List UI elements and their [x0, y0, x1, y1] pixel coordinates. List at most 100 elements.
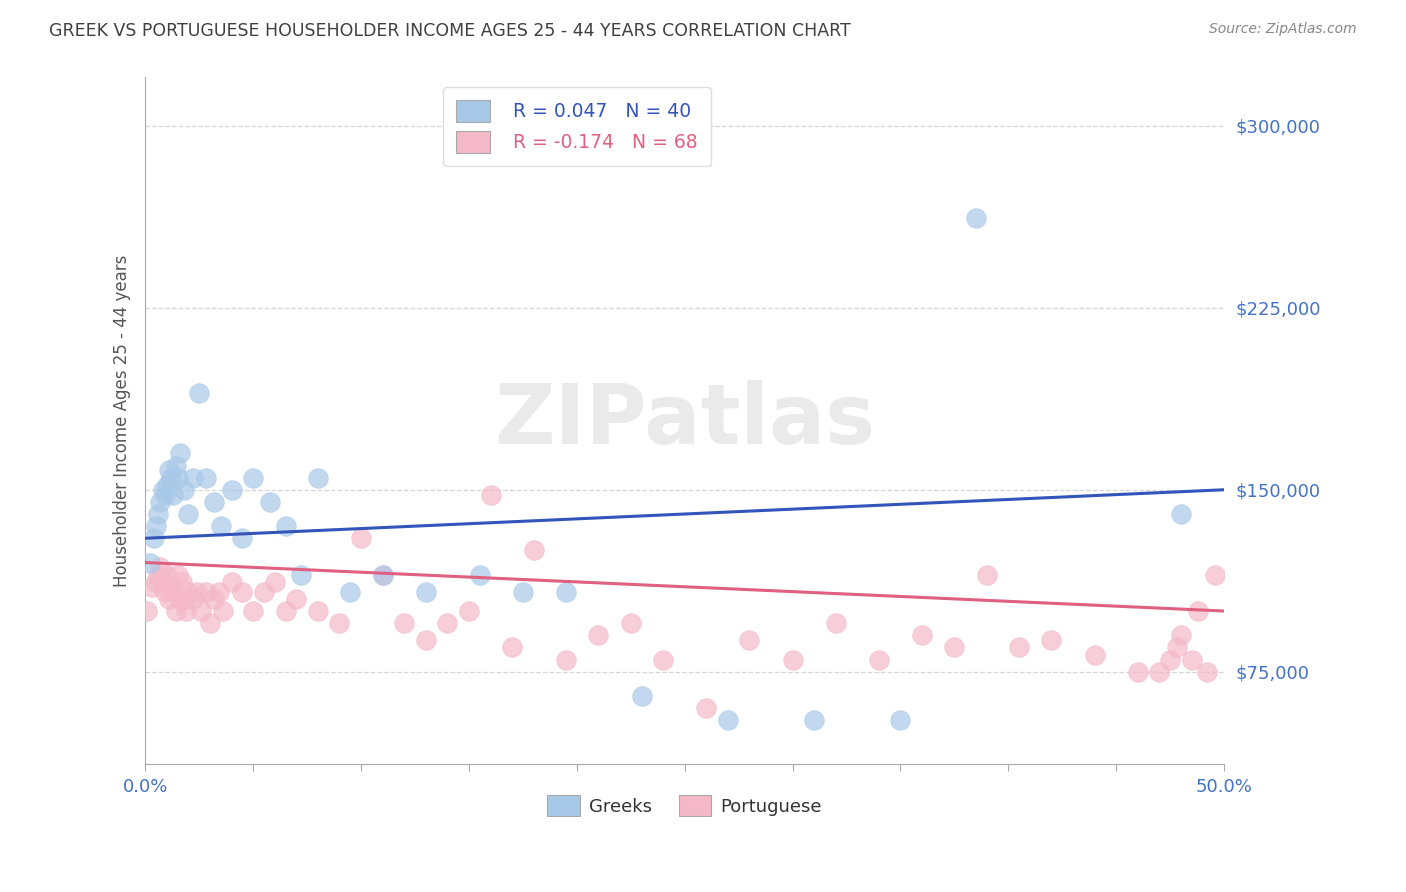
Point: [188, 385, 211, 400]
Point: [1040, 633, 1063, 648]
Point: [149, 495, 172, 509]
Point: [555, 652, 578, 666]
Point: [202, 591, 225, 606]
Point: [186, 584, 208, 599]
Point: [263, 574, 285, 589]
Point: [555, 584, 578, 599]
Point: [177, 507, 200, 521]
Point: [152, 574, 174, 589]
Point: [468, 567, 491, 582]
Point: [803, 713, 825, 727]
Point: [148, 567, 170, 582]
Point: [976, 567, 998, 582]
Point: [157, 463, 180, 477]
Point: [212, 604, 235, 618]
Point: [153, 584, 176, 599]
Point: [307, 604, 329, 618]
Point: [1159, 652, 1181, 666]
Point: [145, 519, 167, 533]
Point: [194, 470, 217, 484]
Point: [141, 580, 163, 594]
Point: [160, 470, 183, 484]
Point: [149, 560, 172, 574]
Point: [198, 616, 221, 631]
Point: [181, 470, 204, 484]
Point: [169, 446, 191, 460]
Point: [153, 487, 176, 501]
Point: [1170, 507, 1192, 521]
Point: [965, 211, 987, 226]
Point: [148, 507, 170, 521]
Text: GREEK VS PORTUGUESE HOUSEHOLDER INCOME AGES 25 - 44 YEARS CORRELATION CHART: GREEK VS PORTUGUESE HOUSEHOLDER INCOME A…: [49, 22, 851, 40]
Point: [911, 628, 934, 642]
Point: [1195, 665, 1218, 679]
Point: [943, 640, 966, 655]
Point: [165, 458, 187, 473]
Y-axis label: Householder Income Ages 25 - 44 years: Householder Income Ages 25 - 44 years: [114, 254, 131, 587]
Point: [588, 628, 610, 642]
Point: [194, 584, 217, 599]
Point: [501, 640, 523, 655]
Point: [160, 580, 183, 594]
Point: [738, 633, 761, 648]
Text: ZIPatlas: ZIPatlas: [494, 380, 875, 461]
Point: [1170, 628, 1192, 642]
Legend: Greeks, Portuguese: Greeks, Portuguese: [540, 789, 830, 823]
Point: [392, 616, 415, 631]
Point: [328, 616, 350, 631]
Point: [242, 470, 264, 484]
Point: [169, 591, 191, 606]
Point: [1149, 665, 1171, 679]
Point: [1166, 640, 1188, 655]
Point: [695, 701, 717, 715]
Point: [652, 652, 675, 666]
Point: [166, 470, 188, 484]
Point: [242, 604, 264, 618]
Point: [1204, 567, 1226, 582]
Point: [177, 584, 200, 599]
Point: [202, 495, 225, 509]
Point: [307, 470, 329, 484]
Point: [142, 531, 165, 545]
Point: [415, 584, 437, 599]
Point: [259, 495, 281, 509]
Point: [630, 689, 652, 703]
Point: [290, 567, 312, 582]
Point: [868, 652, 890, 666]
Point: [523, 543, 546, 558]
Point: [285, 591, 308, 606]
Point: [371, 567, 394, 582]
Point: [162, 584, 184, 599]
Point: [1181, 652, 1204, 666]
Point: [1084, 648, 1107, 662]
Point: [274, 604, 297, 618]
Point: [512, 584, 534, 599]
Point: [1008, 640, 1031, 655]
Point: [458, 604, 481, 618]
Point: [152, 483, 174, 497]
Point: [181, 591, 204, 606]
Point: [145, 574, 167, 589]
Point: [173, 591, 195, 606]
Point: [889, 713, 911, 727]
Point: [824, 616, 846, 631]
Point: [479, 487, 502, 501]
Point: [156, 478, 179, 492]
Point: [176, 604, 198, 618]
Point: [221, 483, 243, 497]
Point: [136, 604, 159, 618]
Point: [165, 604, 187, 618]
Point: [415, 633, 437, 648]
Point: [190, 604, 212, 618]
Point: [173, 483, 195, 497]
Point: [170, 574, 193, 589]
Point: [138, 556, 160, 570]
Point: [253, 584, 276, 599]
Point: [717, 713, 740, 727]
Point: [221, 574, 243, 589]
Point: [436, 616, 458, 631]
Point: [166, 567, 188, 582]
Point: [620, 616, 643, 631]
Point: [782, 652, 804, 666]
Point: [157, 591, 180, 606]
